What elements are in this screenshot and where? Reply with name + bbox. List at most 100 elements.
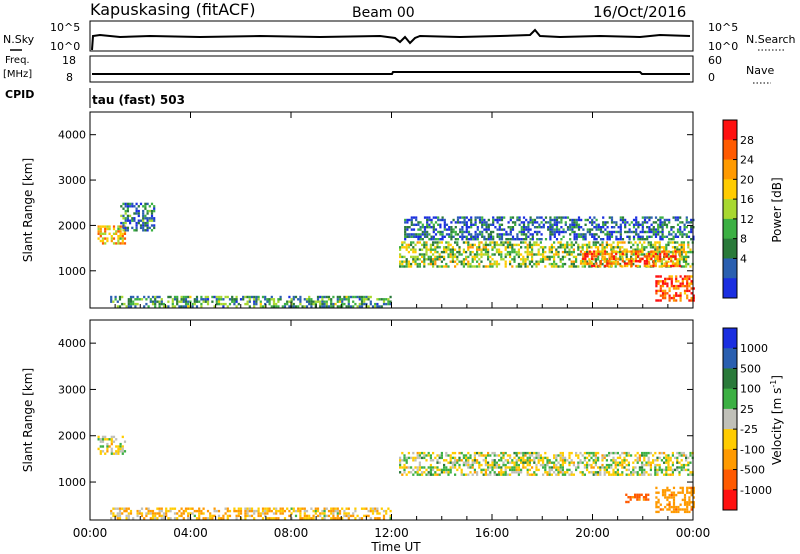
power-cell xyxy=(382,300,386,303)
velocity-cell xyxy=(663,461,666,464)
power-cell xyxy=(682,250,685,254)
velocity-cell xyxy=(467,461,470,464)
power-cell xyxy=(158,295,161,299)
velocity-cell xyxy=(465,461,468,464)
power-cell xyxy=(509,233,512,236)
power-cell xyxy=(605,250,608,254)
power-cell xyxy=(142,212,145,215)
power-cell xyxy=(120,214,123,218)
power-cell xyxy=(476,265,479,268)
velocity-cell xyxy=(403,454,406,457)
velocity-cell xyxy=(616,471,619,474)
velocity-cell xyxy=(334,507,337,510)
power-cell xyxy=(643,248,646,251)
power-cell xyxy=(493,241,496,244)
power-cell xyxy=(542,248,545,251)
velocity-cell xyxy=(659,508,662,511)
velocity-cell xyxy=(555,473,558,476)
power-cell xyxy=(616,241,619,244)
power-cell xyxy=(617,262,620,265)
power-cell xyxy=(224,295,227,299)
power-cell xyxy=(542,226,545,229)
power-cell xyxy=(356,295,359,299)
velocity-cell xyxy=(173,512,177,515)
velocity-cell xyxy=(198,512,201,515)
power-cell xyxy=(619,255,622,259)
power-cell xyxy=(632,235,636,238)
power-cell xyxy=(689,248,692,251)
power-region-5 xyxy=(655,275,695,302)
power-cell xyxy=(670,275,673,278)
power-cell xyxy=(582,255,585,258)
power-cell xyxy=(423,216,427,219)
velocity-cell xyxy=(484,459,487,462)
power-cell xyxy=(531,255,534,259)
power-cell xyxy=(630,264,633,268)
power-cell xyxy=(517,243,520,247)
power-cell xyxy=(430,226,433,229)
power-cell xyxy=(471,260,474,263)
velocity-cell xyxy=(612,473,615,476)
velocity-cell xyxy=(493,463,496,467)
velocity-cell xyxy=(440,456,443,460)
velocity-cell xyxy=(592,454,595,457)
power-cell xyxy=(667,257,671,260)
power-cell xyxy=(264,298,267,301)
power-cell xyxy=(341,302,344,306)
power-cell xyxy=(459,228,462,231)
power-cell xyxy=(641,243,644,247)
velocity-cell xyxy=(112,514,115,518)
power-cell xyxy=(474,218,477,222)
power-cell xyxy=(301,305,304,308)
velocity-cell xyxy=(668,503,671,506)
power-cell xyxy=(664,294,667,297)
power-cell xyxy=(463,235,466,238)
power-cell xyxy=(127,302,130,306)
power-cell xyxy=(636,243,639,247)
velocity-cell xyxy=(631,496,634,499)
power-cell xyxy=(325,300,328,303)
velocity-cell xyxy=(423,454,426,457)
power-cell xyxy=(257,295,260,299)
velocity-cell xyxy=(217,509,221,513)
velocity-cell xyxy=(191,507,194,510)
power-cell xyxy=(150,209,154,213)
power-cell xyxy=(119,242,122,245)
power-cell xyxy=(204,300,207,303)
power-cell xyxy=(150,212,154,215)
power-cell xyxy=(591,228,594,231)
power-cell xyxy=(531,248,534,251)
power-cell xyxy=(124,202,127,206)
power-cell xyxy=(676,264,679,268)
power-cell xyxy=(437,230,440,234)
power-cell xyxy=(476,216,479,219)
velocity-cell xyxy=(211,517,214,520)
velocity-cell xyxy=(248,514,251,518)
power-cell xyxy=(345,298,348,301)
power-cell xyxy=(619,223,622,226)
power-cell xyxy=(674,248,677,251)
power-cell xyxy=(123,302,126,306)
power-cell xyxy=(659,289,662,293)
velocity-cell xyxy=(641,471,644,474)
power-cell xyxy=(447,253,450,256)
power-region-1 xyxy=(120,202,156,232)
velocity-cell xyxy=(687,461,690,464)
power-cell xyxy=(129,300,133,303)
velocity-cell xyxy=(423,456,426,460)
velocity-cell xyxy=(167,509,170,513)
power-cell xyxy=(672,287,676,290)
power-cell xyxy=(509,216,512,219)
power-cell xyxy=(537,248,540,251)
power-cell xyxy=(628,250,631,253)
power-cell xyxy=(670,280,673,283)
power-cell xyxy=(460,260,463,263)
power-cell xyxy=(426,230,429,234)
power-cell xyxy=(423,253,426,256)
velocity-cell xyxy=(557,468,560,472)
power-cell xyxy=(682,248,685,251)
velocity-cell xyxy=(608,473,611,476)
power-cell xyxy=(655,280,658,283)
velocity-cell xyxy=(559,459,562,462)
power-cell xyxy=(369,302,372,306)
